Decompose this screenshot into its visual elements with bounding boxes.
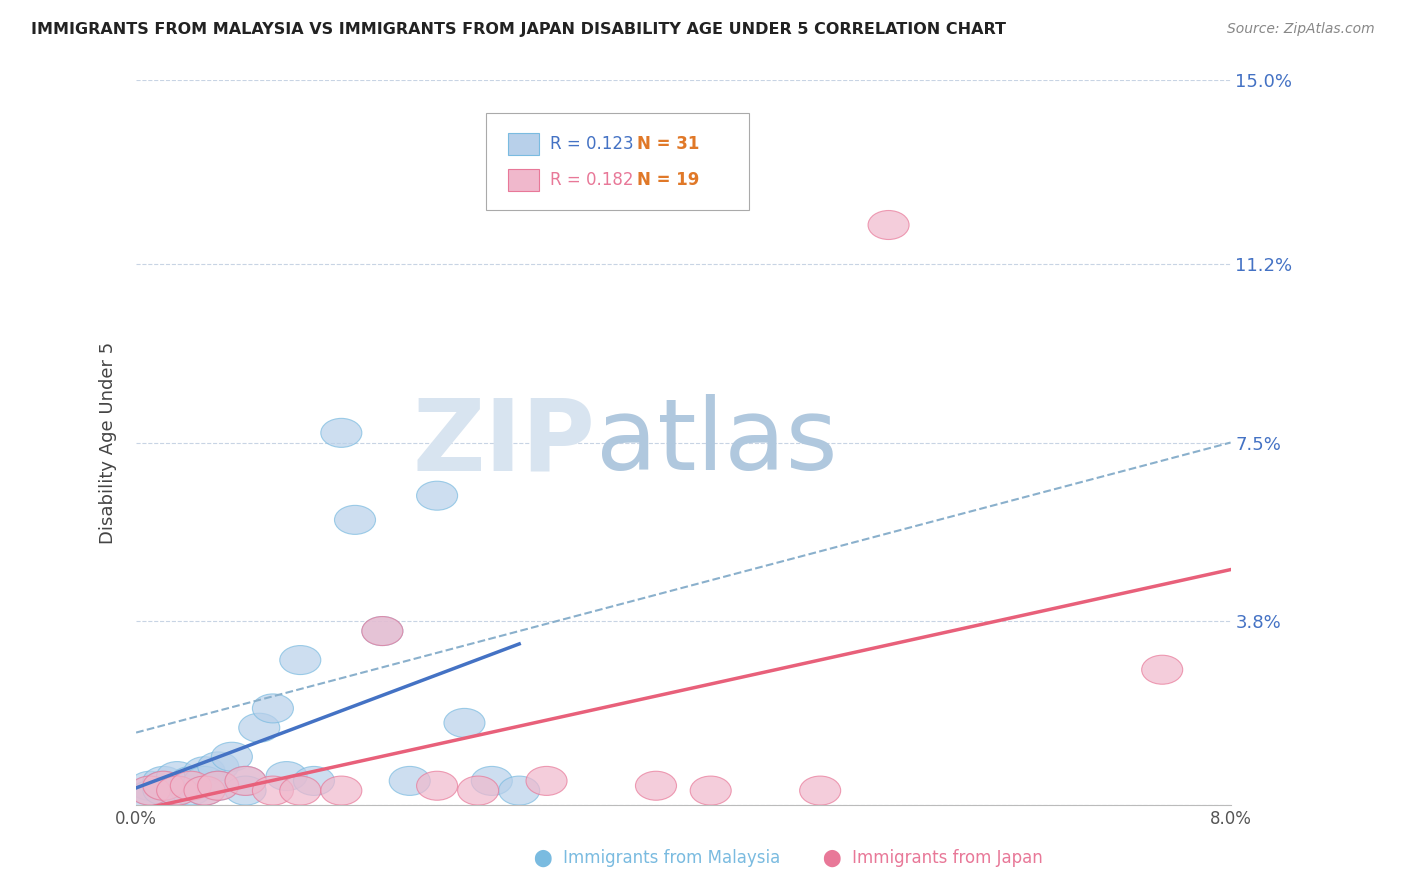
Text: IMMIGRANTS FROM MALAYSIA VS IMMIGRANTS FROM JAPAN DISABILITY AGE UNDER 5 CORRELA: IMMIGRANTS FROM MALAYSIA VS IMMIGRANTS F…: [31, 22, 1005, 37]
Text: Source: ZipAtlas.com: Source: ZipAtlas.com: [1227, 22, 1375, 37]
Text: N = 19: N = 19: [637, 171, 700, 189]
Bar: [508, 133, 538, 154]
Text: R = 0.123: R = 0.123: [550, 135, 634, 153]
Text: ⬤  Immigrants from Malaysia: ⬤ Immigrants from Malaysia: [534, 849, 780, 867]
Y-axis label: Disability Age Under 5: Disability Age Under 5: [100, 342, 117, 543]
Text: atlas: atlas: [596, 394, 838, 491]
Bar: [508, 169, 538, 191]
Text: N = 31: N = 31: [637, 135, 700, 153]
Text: R = 0.182: R = 0.182: [550, 171, 633, 189]
Text: ZIP: ZIP: [413, 394, 596, 491]
FancyBboxPatch shape: [486, 112, 749, 211]
Text: ⬤  Immigrants from Japan: ⬤ Immigrants from Japan: [823, 849, 1042, 867]
